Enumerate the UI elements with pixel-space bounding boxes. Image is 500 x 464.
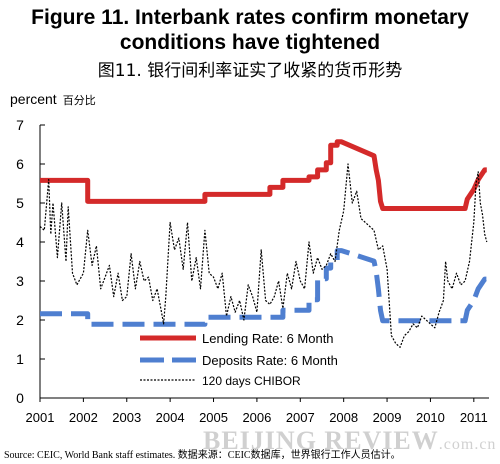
y-tick-label: 2 [16,312,24,328]
lending-rate-line [40,139,488,211]
y-tick-label: 1 [16,351,24,367]
figure-title-line-2: conditions have tightened [119,31,381,54]
watermark-text: BEIJING REVIEW [203,426,439,455]
figure-title-line-1: Figure 11. Interbank rates confirm monet… [31,6,469,29]
x-tick-label: 2005 [199,410,228,425]
watermark-domain: .com.cn [438,436,497,453]
source-note: Source: CEIC, World Bank staff estimates… [4,450,401,461]
chibor-line [39,163,488,348]
x-tick-label: 2011 [460,410,488,425]
y-tick-label: 6 [16,156,24,172]
y-axis-label-cn: 百分比 [62,95,96,107]
y-tick-label: 5 [16,195,24,211]
legend-label-chibor: 120 days CHIBOR [202,374,301,388]
x-tick-label: 2003 [112,410,141,425]
deposits-rate-line [40,248,488,327]
y-axis-label: percent 百分比 [10,91,96,108]
y-tick-label: 3 [16,273,24,289]
x-tick-label: 2004 [156,410,185,425]
beijing-review-watermark: BEIJING REVIEW.com.cn [203,426,496,456]
y-tick-label: 4 [16,234,24,250]
legend-label-lending-rate: Lending Rate: 6 Month [202,331,334,346]
y-tick-label: 7 [16,117,24,133]
x-tick-label: 2006 [242,410,271,425]
x-tick-label: 2009 [373,410,402,425]
x-tick-label: 2007 [286,410,315,425]
x-tick-label: 2010 [416,410,445,425]
figure-title-chinese: 图11. 银行间利率证实了收紧的货币形势 [97,61,403,81]
x-tick-label: 2002 [69,410,98,425]
legend-label-deposits-rate: Deposits Rate: 6 Month [202,353,338,368]
y-axis-label-en: percent [10,91,57,107]
x-tick-label: 2001 [26,410,55,425]
y-tick-label: 0 [16,390,24,406]
x-tick-label: 2008 [329,410,358,425]
